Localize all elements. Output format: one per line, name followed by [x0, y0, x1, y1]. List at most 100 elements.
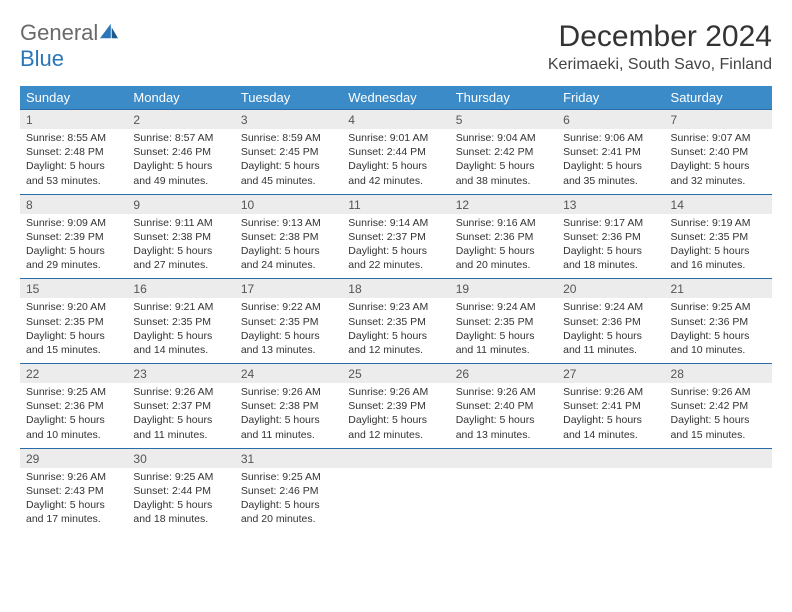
- day-number-cell: 11: [342, 194, 449, 214]
- sunrise-text: Sunrise: 9:21 AM: [133, 300, 228, 314]
- sunrise-text: Sunrise: 9:25 AM: [133, 470, 228, 484]
- sunset-text: Sunset: 2:41 PM: [563, 145, 658, 159]
- sunrise-text: Sunrise: 9:25 AM: [241, 470, 336, 484]
- sunset-text: Sunset: 2:42 PM: [671, 399, 766, 413]
- day-number-cell: 12: [450, 194, 557, 214]
- day-info-cell: Sunrise: 9:24 AMSunset: 2:36 PMDaylight:…: [557, 298, 664, 363]
- sunrise-text: Sunrise: 9:26 AM: [348, 385, 443, 399]
- daylight-text: Daylight: 5 hours and 13 minutes.: [456, 413, 551, 441]
- sunrise-text: Sunrise: 8:57 AM: [133, 131, 228, 145]
- week-daynum-row: 15161718192021: [20, 279, 772, 299]
- day-number-cell: 17: [235, 279, 342, 299]
- day-info-cell: Sunrise: 8:59 AMSunset: 2:45 PMDaylight:…: [235, 129, 342, 194]
- daylight-text: Daylight: 5 hours and 14 minutes.: [563, 413, 658, 441]
- brand-logo: General Blue: [20, 20, 120, 72]
- day-info-cell: Sunrise: 9:19 AMSunset: 2:35 PMDaylight:…: [665, 214, 772, 279]
- page-title: December 2024: [548, 20, 772, 54]
- day-info-cell: [450, 468, 557, 533]
- sunrise-text: Sunrise: 9:25 AM: [26, 385, 121, 399]
- day-info-cell: Sunrise: 9:26 AMSunset: 2:39 PMDaylight:…: [342, 383, 449, 448]
- daylight-text: Daylight: 5 hours and 20 minutes.: [241, 498, 336, 526]
- sunset-text: Sunset: 2:41 PM: [563, 399, 658, 413]
- day-info-cell: Sunrise: 9:07 AMSunset: 2:40 PMDaylight:…: [665, 129, 772, 194]
- day-info-cell: Sunrise: 9:09 AMSunset: 2:39 PMDaylight:…: [20, 214, 127, 279]
- day-number-cell: 16: [127, 279, 234, 299]
- day-info-cell: Sunrise: 9:26 AMSunset: 2:42 PMDaylight:…: [665, 383, 772, 448]
- day-number-cell: 3: [235, 110, 342, 130]
- week-daynum-row: 891011121314: [20, 194, 772, 214]
- sunset-text: Sunset: 2:45 PM: [241, 145, 336, 159]
- day-number-cell: 21: [665, 279, 772, 299]
- calendar-body: 1234567Sunrise: 8:55 AMSunset: 2:48 PMDa…: [20, 110, 772, 533]
- day-number-cell: 31: [235, 448, 342, 468]
- sunset-text: Sunset: 2:36 PM: [671, 315, 766, 329]
- sunrise-text: Sunrise: 8:55 AM: [26, 131, 121, 145]
- day-number-cell: 5: [450, 110, 557, 130]
- day-number-cell: 24: [235, 364, 342, 384]
- daylight-text: Daylight: 5 hours and 22 minutes.: [348, 244, 443, 272]
- sunset-text: Sunset: 2:46 PM: [133, 145, 228, 159]
- daylight-text: Daylight: 5 hours and 13 minutes.: [241, 329, 336, 357]
- day-info-cell: Sunrise: 9:26 AMSunset: 2:43 PMDaylight:…: [20, 468, 127, 533]
- daylight-text: Daylight: 5 hours and 49 minutes.: [133, 159, 228, 187]
- day-number-cell: 6: [557, 110, 664, 130]
- sunrise-text: Sunrise: 9:09 AM: [26, 216, 121, 230]
- daylight-text: Daylight: 5 hours and 24 minutes.: [241, 244, 336, 272]
- daylight-text: Daylight: 5 hours and 16 minutes.: [671, 244, 766, 272]
- sunrise-text: Sunrise: 9:13 AM: [241, 216, 336, 230]
- dow-tuesday: Tuesday: [235, 86, 342, 110]
- sunrise-text: Sunrise: 9:20 AM: [26, 300, 121, 314]
- week-info-row: Sunrise: 9:20 AMSunset: 2:35 PMDaylight:…: [20, 298, 772, 363]
- daylight-text: Daylight: 5 hours and 12 minutes.: [348, 413, 443, 441]
- week-info-row: Sunrise: 9:26 AMSunset: 2:43 PMDaylight:…: [20, 468, 772, 533]
- day-info-cell: Sunrise: 9:26 AMSunset: 2:41 PMDaylight:…: [557, 383, 664, 448]
- sunset-text: Sunset: 2:38 PM: [241, 399, 336, 413]
- day-info-cell: Sunrise: 9:14 AMSunset: 2:37 PMDaylight:…: [342, 214, 449, 279]
- day-info-cell: Sunrise: 9:25 AMSunset: 2:36 PMDaylight:…: [665, 298, 772, 363]
- dow-wednesday: Wednesday: [342, 86, 449, 110]
- day-info-cell: Sunrise: 8:57 AMSunset: 2:46 PMDaylight:…: [127, 129, 234, 194]
- day-info-cell: Sunrise: 9:17 AMSunset: 2:36 PMDaylight:…: [557, 214, 664, 279]
- sunset-text: Sunset: 2:44 PM: [133, 484, 228, 498]
- day-of-week-row: Sunday Monday Tuesday Wednesday Thursday…: [20, 86, 772, 110]
- day-number-cell: 13: [557, 194, 664, 214]
- daylight-text: Daylight: 5 hours and 15 minutes.: [26, 329, 121, 357]
- day-number-cell: 8: [20, 194, 127, 214]
- day-number-cell: 27: [557, 364, 664, 384]
- day-info-cell: Sunrise: 9:01 AMSunset: 2:44 PMDaylight:…: [342, 129, 449, 194]
- sunrise-text: Sunrise: 9:14 AM: [348, 216, 443, 230]
- sunset-text: Sunset: 2:36 PM: [563, 315, 658, 329]
- sunset-text: Sunset: 2:42 PM: [456, 145, 551, 159]
- dow-monday: Monday: [127, 86, 234, 110]
- day-info-cell: Sunrise: 9:26 AMSunset: 2:38 PMDaylight:…: [235, 383, 342, 448]
- day-number-cell: [557, 448, 664, 468]
- week-info-row: Sunrise: 8:55 AMSunset: 2:48 PMDaylight:…: [20, 129, 772, 194]
- day-info-cell: Sunrise: 9:13 AMSunset: 2:38 PMDaylight:…: [235, 214, 342, 279]
- day-info-cell: Sunrise: 9:06 AMSunset: 2:41 PMDaylight:…: [557, 129, 664, 194]
- day-number-cell: 20: [557, 279, 664, 299]
- day-number-cell: 9: [127, 194, 234, 214]
- sunrise-text: Sunrise: 9:24 AM: [563, 300, 658, 314]
- day-number-cell: 22: [20, 364, 127, 384]
- daylight-text: Daylight: 5 hours and 11 minutes.: [133, 413, 228, 441]
- week-daynum-row: 293031: [20, 448, 772, 468]
- day-info-cell: Sunrise: 9:25 AMSunset: 2:36 PMDaylight:…: [20, 383, 127, 448]
- day-number-cell: 28: [665, 364, 772, 384]
- sunrise-text: Sunrise: 9:23 AM: [348, 300, 443, 314]
- daylight-text: Daylight: 5 hours and 35 minutes.: [563, 159, 658, 187]
- day-number-cell: 1: [20, 110, 127, 130]
- daylight-text: Daylight: 5 hours and 38 minutes.: [456, 159, 551, 187]
- day-info-cell: Sunrise: 9:26 AMSunset: 2:37 PMDaylight:…: [127, 383, 234, 448]
- daylight-text: Daylight: 5 hours and 42 minutes.: [348, 159, 443, 187]
- day-number-cell: 14: [665, 194, 772, 214]
- sunset-text: Sunset: 2:38 PM: [133, 230, 228, 244]
- day-number-cell: 19: [450, 279, 557, 299]
- title-block: December 2024 Kerimaeki, South Savo, Fin…: [548, 20, 772, 74]
- sunrise-text: Sunrise: 9:01 AM: [348, 131, 443, 145]
- day-number-cell: 23: [127, 364, 234, 384]
- day-info-cell: Sunrise: 9:26 AMSunset: 2:40 PMDaylight:…: [450, 383, 557, 448]
- day-info-cell: [342, 468, 449, 533]
- day-number-cell: 18: [342, 279, 449, 299]
- sunset-text: Sunset: 2:36 PM: [26, 399, 121, 413]
- day-info-cell: Sunrise: 9:21 AMSunset: 2:35 PMDaylight:…: [127, 298, 234, 363]
